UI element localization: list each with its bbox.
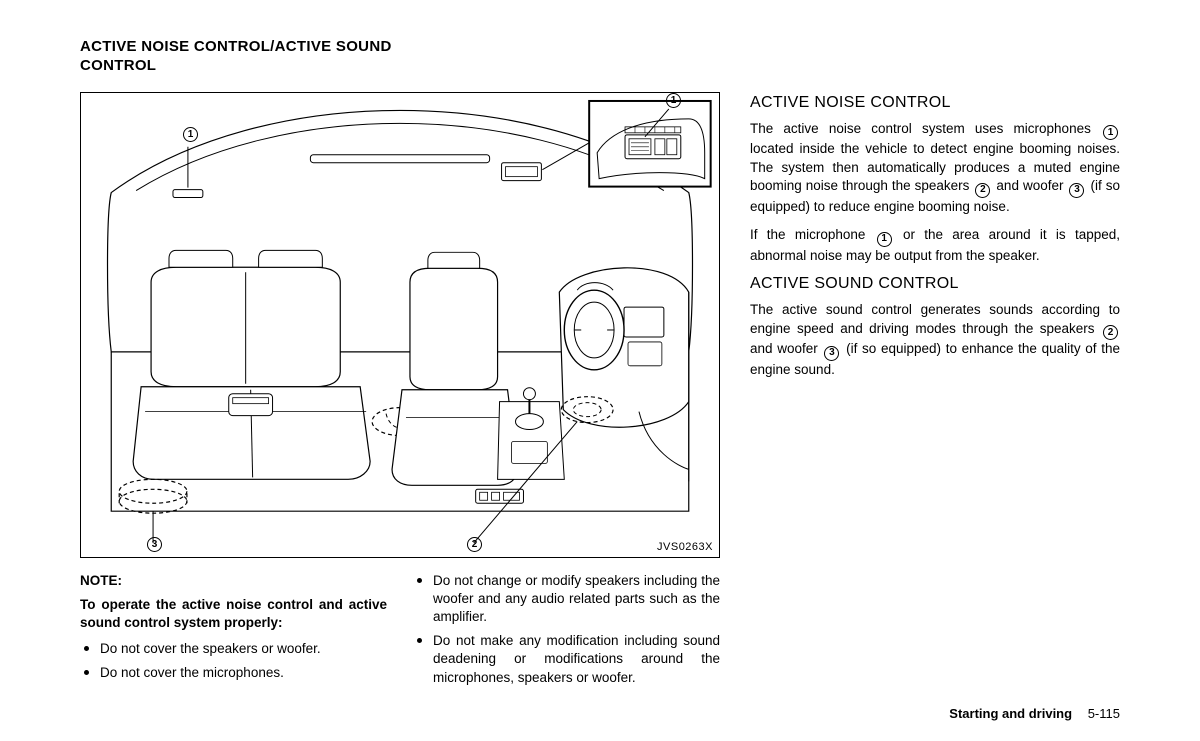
para-asc-desc: The active sound control generates sound…: [750, 301, 1120, 379]
diagram-callout-1: 1: [183, 127, 198, 142]
note-right-bullets: Do not change or modify speakers includi…: [413, 572, 720, 687]
heading-active-noise-control: ACTIVE NOISE CONTROL: [750, 94, 1120, 112]
page-title-line1: ACTIVE NOISE CONTROL/ACTIVE SOUND: [80, 38, 392, 55]
content-row: 1 1 2 3 JVS0263X NOTE: To operate the ac…: [80, 92, 1120, 693]
page-title-line2: CONTROL: [80, 57, 156, 74]
text: The active noise control system uses mic…: [750, 121, 1101, 136]
note-subheading: To operate the active noise control and …: [80, 596, 387, 632]
left-column: 1 1 2 3 JVS0263X NOTE: To operate the ac…: [80, 92, 720, 693]
inline-callout-3b: 3: [824, 346, 839, 361]
inline-callout-2b: 2: [1103, 325, 1118, 340]
note-heading: NOTE:: [80, 572, 387, 590]
para-anc-warning: If the microphone 1 or the area around i…: [750, 226, 1120, 265]
diagram-svg: [81, 93, 719, 557]
text: and woofer: [992, 178, 1067, 193]
vehicle-interior-diagram: 1 1 2 3 JVS0263X: [80, 92, 720, 558]
text: If the microphone: [750, 227, 875, 242]
para-anc-desc: The active noise control system uses mic…: [750, 120, 1120, 217]
inline-callout-1b: 1: [877, 232, 892, 247]
text: The active sound control generates sound…: [750, 302, 1120, 336]
inline-callout-1: 1: [1103, 125, 1118, 140]
inline-callout-3: 3: [1069, 183, 1084, 198]
text: and woofer: [750, 341, 822, 356]
page-title: ACTIVE NOISE CONTROL/ACTIVE SOUND CONTRO…: [80, 38, 1120, 76]
footer-page-number: 5-115: [1088, 706, 1120, 721]
note-right-column: Do not change or modify speakers includi…: [413, 572, 720, 693]
diagram-callout-1-inset: 1: [666, 93, 681, 108]
inline-callout-2: 2: [975, 183, 990, 198]
note-columns: NOTE: To operate the active noise contro…: [80, 572, 720, 693]
list-item: Do not cover the speakers or woofer.: [80, 640, 387, 658]
diagram-callout-2: 2: [467, 537, 482, 552]
footer-section: Starting and driving: [949, 706, 1072, 721]
page-footer: Starting and driving 5-115: [949, 706, 1120, 721]
right-column: ACTIVE NOISE CONTROL The active noise co…: [750, 92, 1120, 693]
list-item: Do not change or modify speakers includi…: [413, 572, 720, 627]
note-left-column: NOTE: To operate the active noise contro…: [80, 572, 387, 693]
list-item: Do not make any modification including s…: [413, 632, 720, 687]
list-item: Do not cover the microphones.: [80, 664, 387, 682]
figure-code: JVS0263X: [657, 541, 713, 553]
diagram-callout-3: 3: [147, 537, 162, 552]
heading-active-sound-control: ACTIVE SOUND CONTROL: [750, 275, 1120, 293]
note-left-bullets: Do not cover the speakers or woofer. Do …: [80, 640, 387, 682]
